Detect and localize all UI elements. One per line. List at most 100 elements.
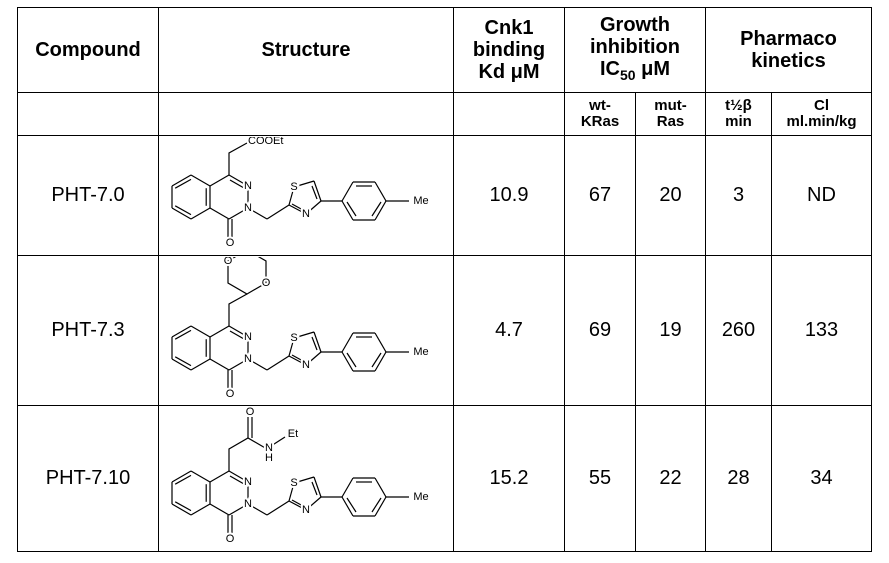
bond xyxy=(371,497,382,512)
atom-label: S xyxy=(290,476,297,488)
bond xyxy=(288,186,295,205)
header-cell: Compound xyxy=(17,7,159,93)
atom-label: COOEt xyxy=(248,137,283,147)
header-text: μM xyxy=(641,58,671,80)
data-cell: 4.7 xyxy=(453,255,565,406)
atom-label: N xyxy=(244,330,252,342)
bond xyxy=(209,206,230,220)
bond xyxy=(288,203,307,215)
bond xyxy=(288,354,307,366)
header-text: Pharmaco xyxy=(740,28,837,50)
data-cell: 34 xyxy=(771,405,872,552)
data-row: PHT-7.10 O N H Et N N S N Me O 15.2 55 22 28 34 xyxy=(17,405,872,552)
bond xyxy=(374,200,387,220)
bond xyxy=(190,173,211,187)
header-text: Growth xyxy=(600,14,670,36)
bond xyxy=(174,500,192,511)
bond xyxy=(190,469,211,483)
atom-label: O xyxy=(226,532,235,544)
bond xyxy=(313,180,322,201)
bond xyxy=(228,436,268,471)
bond xyxy=(346,497,357,512)
ring xyxy=(227,256,267,295)
atom-label: O xyxy=(226,387,235,399)
subheader-text: KRas xyxy=(580,113,620,130)
bond xyxy=(374,496,387,516)
data-row: PHT-7.3 O O N N S N Me O 4.7 69 19 260 133 xyxy=(17,255,872,406)
bond xyxy=(266,203,290,220)
bond xyxy=(174,329,192,340)
bond xyxy=(209,357,230,371)
atom-label: N xyxy=(244,179,252,191)
bond xyxy=(190,502,211,516)
header-text: IC xyxy=(599,58,620,80)
data-cell: 67 xyxy=(564,135,636,256)
data-cell: 260 xyxy=(705,255,772,406)
bond xyxy=(228,141,248,175)
atom-label: Et xyxy=(288,427,298,439)
bond xyxy=(341,351,354,371)
bond xyxy=(371,352,382,367)
bond xyxy=(171,206,192,220)
subheader-cell: t½β min xyxy=(705,92,772,136)
bond xyxy=(291,353,304,362)
atom-label: H xyxy=(265,451,273,463)
bond xyxy=(171,173,192,187)
bond xyxy=(288,482,295,501)
header-text: binding xyxy=(472,39,546,61)
bond xyxy=(374,181,387,201)
bond xyxy=(190,357,211,371)
subheader-cell: Cl ml.min/kg xyxy=(771,92,872,136)
bond xyxy=(311,336,318,350)
data-row: PHT-7.0 COOEt N N S N Me O 10.9 67 20 3 ND xyxy=(17,135,872,256)
data-cell: 15.2 xyxy=(453,405,565,552)
bond xyxy=(266,499,290,516)
header-cell: Structure xyxy=(158,7,454,93)
header-cell: Pharmaco kinetics xyxy=(705,7,872,93)
bond xyxy=(229,474,245,485)
bond xyxy=(229,329,245,340)
bond xyxy=(228,292,248,326)
bond xyxy=(371,201,382,216)
bond xyxy=(305,200,322,214)
atom-label: N xyxy=(244,352,252,364)
bond xyxy=(174,204,192,215)
subheader-text: ml.min/kg xyxy=(786,113,857,130)
atom-label: Me xyxy=(413,490,428,502)
bond xyxy=(291,498,304,507)
bond xyxy=(291,202,304,211)
bond xyxy=(174,355,192,366)
bond xyxy=(341,477,354,497)
empty-cell xyxy=(158,92,454,136)
empty-cell xyxy=(17,92,159,136)
bond xyxy=(174,178,192,189)
bond xyxy=(341,200,354,220)
bond xyxy=(209,469,230,483)
bond xyxy=(228,173,249,187)
bond xyxy=(341,181,354,201)
atom-label: N xyxy=(302,207,310,219)
data-cell: PHT-7.10 xyxy=(17,405,159,552)
bond xyxy=(171,357,192,371)
data-cell: 28 xyxy=(705,405,772,552)
bond xyxy=(293,179,315,188)
atom-label: O xyxy=(226,236,235,248)
subheader-cell: wt- KRas xyxy=(564,92,636,136)
data-cell: 22 xyxy=(635,405,706,552)
bond xyxy=(228,206,249,220)
subheader-text: Cl xyxy=(814,97,829,114)
bond xyxy=(346,201,357,216)
atom-label: O xyxy=(262,276,271,288)
data-cell: 55 xyxy=(564,405,636,552)
subheader-cell: mut- Ras xyxy=(635,92,706,136)
bond xyxy=(171,502,192,516)
header-text: Kd μM xyxy=(478,61,540,83)
bond xyxy=(374,332,387,352)
data-cell: PHT-7.0 xyxy=(17,135,159,256)
bond xyxy=(190,206,211,220)
atom-label: N xyxy=(302,503,310,515)
header-text: Cnk1 xyxy=(484,17,534,39)
bond xyxy=(228,502,249,516)
subheader-text: min xyxy=(725,113,752,130)
